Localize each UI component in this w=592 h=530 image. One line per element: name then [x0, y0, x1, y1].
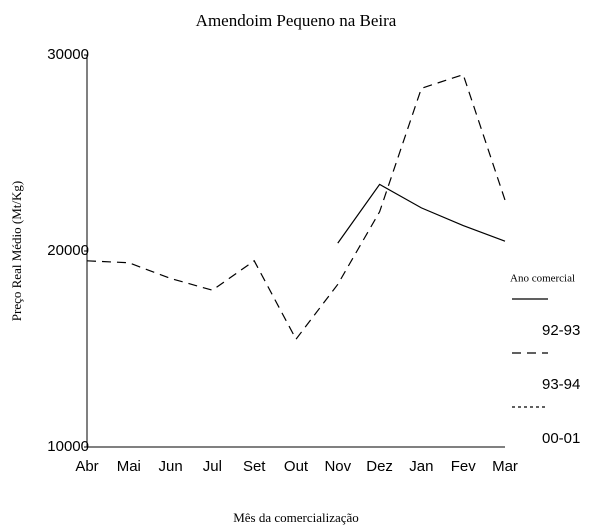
- legend-title: Ano comercial: [510, 273, 575, 285]
- x-tick-label: Jan: [409, 458, 433, 475]
- x-tick-label: Fev: [451, 458, 477, 475]
- line-series: [337, 183, 506, 244]
- y-axis-label: Preço Real Médio (Mt/Kg): [9, 181, 24, 321]
- chart-title: Amendoim Pequeno na Beira: [196, 11, 397, 30]
- x-tick-label: Abr: [75, 458, 98, 475]
- y-tick-label: 10000: [47, 438, 89, 455]
- x-tick-label: Jun: [159, 458, 183, 475]
- x-tick-label: Nov: [324, 458, 351, 475]
- line-series: [86, 73, 506, 341]
- y-tick-label: 20000: [47, 242, 89, 259]
- y-tick-label: 30000: [47, 46, 89, 63]
- x-tick-label: Dez: [366, 458, 393, 475]
- x-tick-label: Mai: [117, 458, 141, 475]
- x-tick-label: Mar: [492, 458, 518, 475]
- x-axis-label: Mês da comercialização: [233, 510, 359, 525]
- legend-label: 93-94: [542, 376, 580, 393]
- x-tick-label: Jul: [203, 458, 222, 475]
- x-tick-label: Set: [243, 458, 266, 475]
- legend-label: 92-93: [542, 322, 580, 339]
- x-tick-label: Out: [284, 458, 309, 475]
- legend-label: 00-01: [542, 430, 580, 447]
